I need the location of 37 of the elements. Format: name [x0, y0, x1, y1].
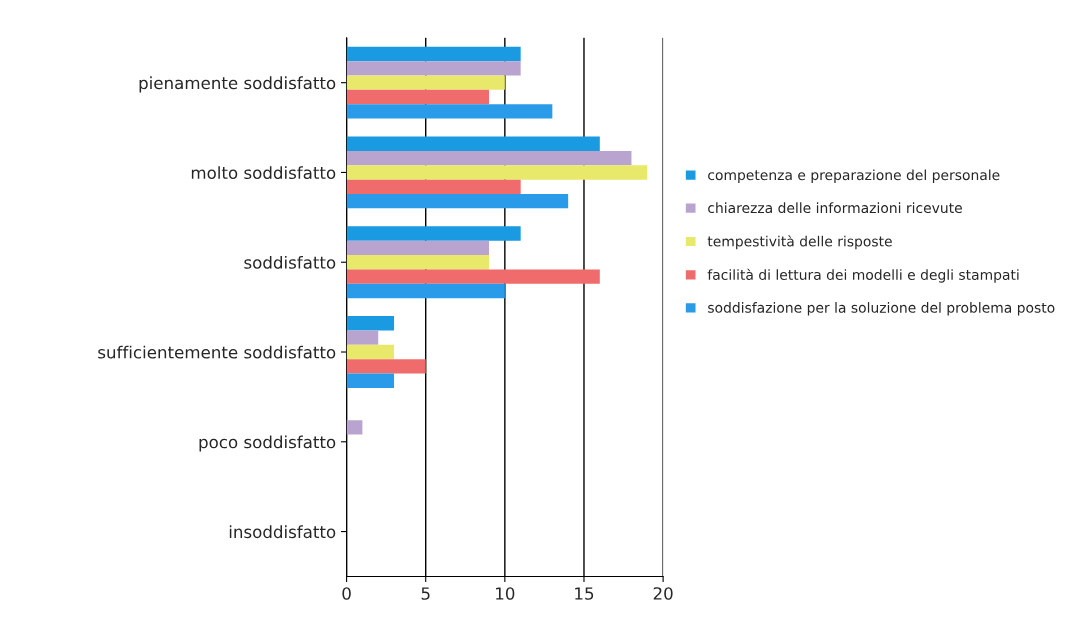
- bar: [346, 269, 600, 284]
- bar: [346, 179, 521, 195]
- bar: [346, 61, 521, 76]
- y-tick-label: insoddisfatto: [229, 525, 336, 539]
- bar: [346, 373, 395, 388]
- bar: [346, 240, 490, 256]
- bar: [346, 136, 600, 151]
- bar: [346, 104, 553, 119]
- x-tick-label: 5: [421, 587, 430, 600]
- bar: [346, 316, 395, 331]
- bar: [346, 344, 395, 360]
- x-tick-label: 10: [496, 587, 515, 600]
- y-tick-label: molto soddisfatto: [191, 166, 336, 180]
- y-tick-label: soddisfatto: [244, 255, 336, 269]
- bar: [346, 150, 632, 166]
- legend-label: competenza e preparazione del personale: [708, 169, 1000, 183]
- x-tick-label: 0: [342, 587, 351, 600]
- bar: [346, 75, 505, 90]
- bar: [346, 330, 379, 345]
- y-tick-label: poco soddisfatto: [199, 435, 336, 452]
- x-tick-label: 20: [653, 587, 673, 600]
- legend-label: soddisfazione per la soluzione del problema posto: [708, 302, 1055, 316]
- bar: [346, 255, 490, 270]
- y-tick-label: sufficientemente soddisfatto: [98, 345, 336, 359]
- bar: [346, 226, 521, 241]
- bar: [346, 89, 490, 105]
- x-tick-label: 15: [575, 587, 594, 600]
- legend-label: tempestività delle risposte: [707, 235, 892, 250]
- legend-label: facilità di lettura dei modelli e degli stampati: [707, 268, 1019, 283]
- bar: [346, 359, 426, 374]
- y-tick-label: pienamente soddisfatto: [139, 76, 336, 93]
- bar: [346, 46, 521, 62]
- bar: [346, 165, 648, 180]
- bar: [346, 420, 363, 435]
- bar: [346, 283, 505, 299]
- bar: [346, 194, 569, 209]
- legend-label: chiarezza delle informazioni ricevute: [708, 202, 962, 214]
